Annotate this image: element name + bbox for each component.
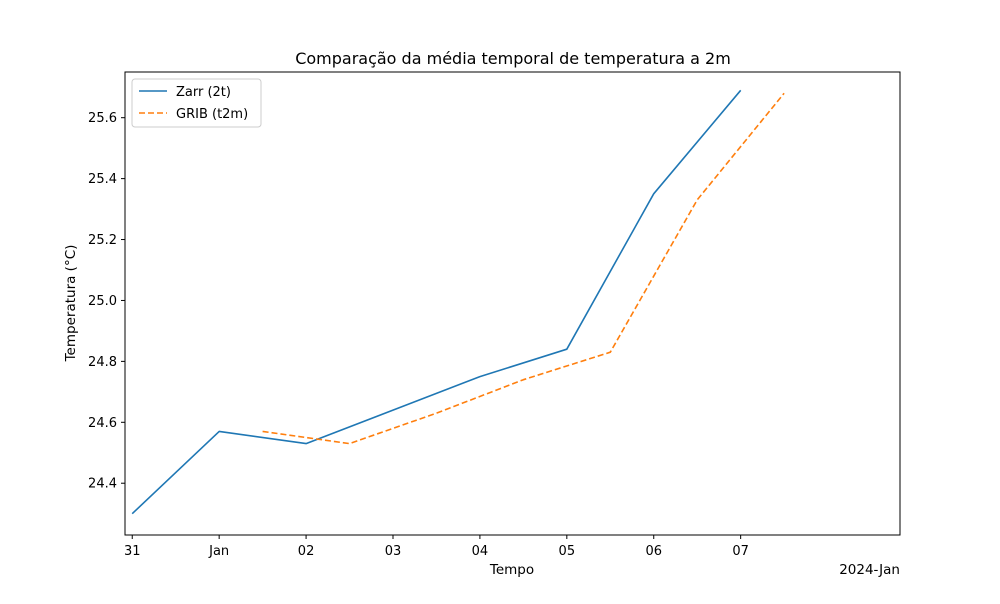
y-tick-label: 25.4 [88, 172, 117, 187]
y-axis-label: Temperatura (°C) [63, 245, 79, 363]
x-tick-label: 04 [472, 544, 489, 559]
y-tick-label: 25.6 [88, 111, 117, 126]
y-tick-label: 24.8 [88, 355, 117, 370]
y-tick-label: 25.2 [88, 233, 117, 248]
legend: Zarr (2t) GRIB (t2m) [132, 79, 261, 127]
legend-label-zarr: Zarr (2t) [176, 85, 231, 100]
x-tick-label: Jan [208, 544, 229, 559]
chart-title: Comparação da média temporal de temperat… [295, 49, 731, 68]
x-axis-offset-label: 2024-Jan [839, 562, 900, 578]
x-tick-label: 03 [385, 544, 402, 559]
x-tick-label: 05 [559, 544, 576, 559]
x-tick-label: 02 [298, 544, 315, 559]
y-tick-label: 24.4 [88, 477, 117, 492]
y-tick-label: 24.6 [88, 416, 117, 431]
x-tick-label: 06 [645, 544, 662, 559]
x-tick-label: 31 [124, 544, 141, 559]
x-tick-label: 07 [732, 544, 749, 559]
x-axis-label: Tempo [489, 562, 534, 578]
y-tick-label: 25.0 [88, 294, 117, 309]
legend-label-grib: GRIB (t2m) [176, 107, 248, 122]
